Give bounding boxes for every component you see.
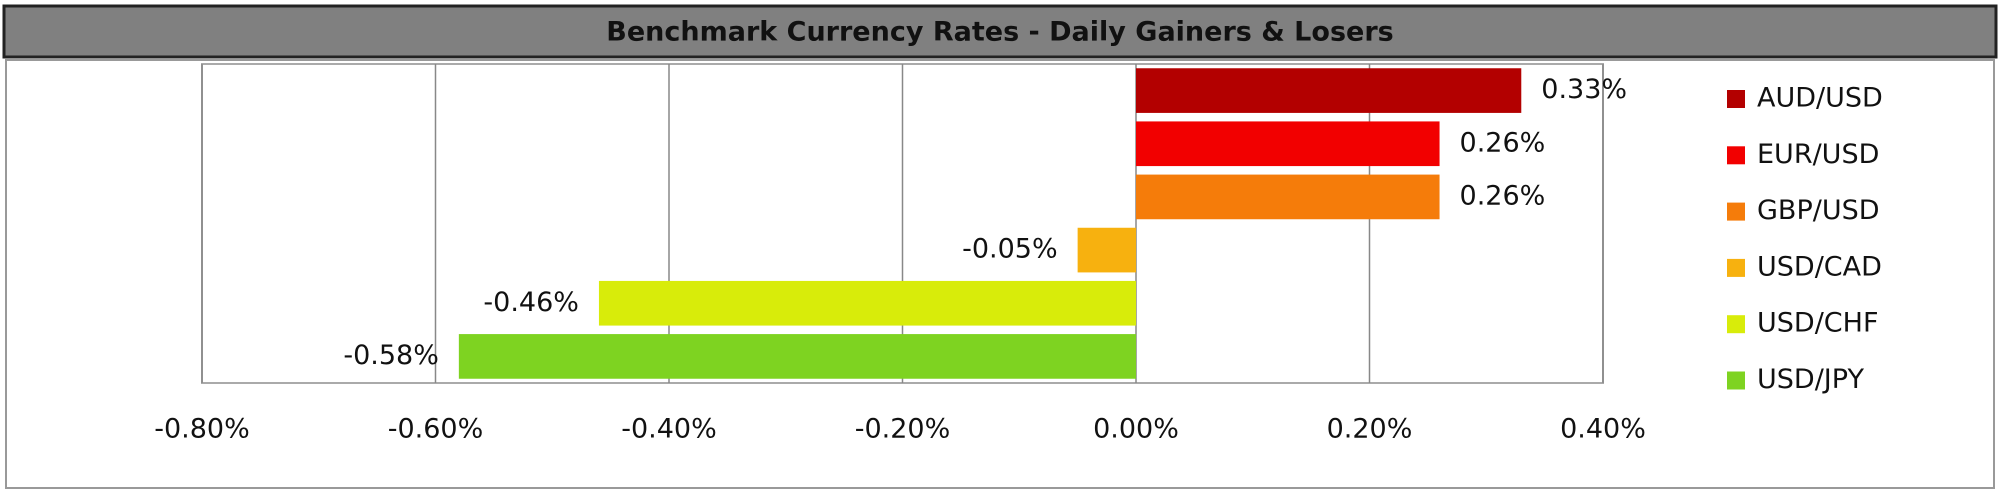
x-tick-label: 0.20% <box>1327 414 1413 445</box>
x-tick-label: -0.40% <box>621 414 717 445</box>
bar <box>1136 174 1440 220</box>
bar <box>1136 68 1522 113</box>
title-bar <box>2 4 1998 59</box>
bar <box>1136 121 1440 167</box>
x-tick-label: 0.40% <box>1560 414 1646 445</box>
bar <box>598 280 1136 326</box>
value-label: 0.26% <box>1460 127 1546 158</box>
legend-label: USD/JPY <box>1757 364 1864 395</box>
legend-swatch <box>1727 315 1745 334</box>
legend-label: GBP/USD <box>1757 195 1880 226</box>
x-tick-label: -0.80% <box>154 414 250 445</box>
value-label: -0.46% <box>483 287 579 318</box>
legend-swatch <box>1727 258 1745 277</box>
legend-swatch <box>1727 371 1745 390</box>
bar <box>458 334 1137 379</box>
value-label: -0.58% <box>343 340 439 371</box>
legend-label: USD/CAD <box>1757 251 1882 282</box>
legend-label: USD/CHF <box>1757 308 1878 339</box>
chart-frame <box>5 59 1995 489</box>
value-label: 0.26% <box>1460 180 1546 211</box>
legend-swatch <box>1727 90 1745 108</box>
legend-label: EUR/USD <box>1757 139 1879 170</box>
chart-title: Benchmark Currency Rates - Daily Gainers… <box>606 17 1393 48</box>
value-label: 0.33% <box>1541 74 1627 105</box>
x-tick-label: -0.60% <box>388 414 484 445</box>
bar <box>1077 227 1136 273</box>
legend-label: AUD/USD <box>1757 83 1883 114</box>
x-tick-label: 0.00% <box>1093 414 1179 445</box>
legend-swatch <box>1727 202 1745 221</box>
value-label: -0.05% <box>962 234 1058 265</box>
legend-swatch <box>1727 146 1745 165</box>
x-tick-label: -0.20% <box>855 414 951 445</box>
